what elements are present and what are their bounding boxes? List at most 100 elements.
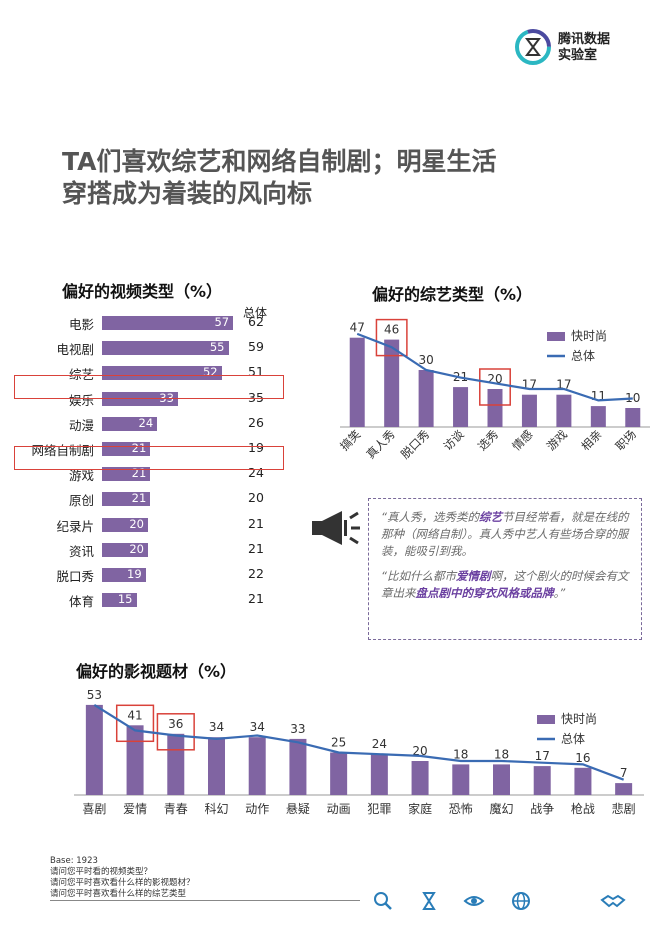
- category-tick-label: 悲剧: [612, 801, 636, 816]
- bar: [167, 733, 185, 795]
- variety-type-chart: 47搞笑46真人秀30脱口秀21访谈20选秀17情感17游戏11相亲10职场快时…: [337, 318, 650, 462]
- category-tick-label: 犯罪: [367, 802, 391, 816]
- category-tick-label: 恐怖: [449, 801, 473, 816]
- category-tick-label: 情感: [509, 427, 535, 453]
- page-title: TA们喜欢综艺和网络自制剧；明星生活 穿搭成为着装的风向标: [62, 146, 622, 210]
- bar: [574, 767, 592, 795]
- chart1-bar: [102, 593, 137, 608]
- bar: [493, 764, 510, 795]
- bar-value-label: 34: [209, 720, 224, 734]
- chart1-total-value: 22: [248, 566, 264, 581]
- chart1-total-value: 21: [248, 540, 264, 556]
- chart1-bar: [102, 341, 229, 356]
- quote-1-text-a: “真人秀，选秀类的: [381, 510, 479, 524]
- chart1-total-value: 24: [248, 465, 264, 481]
- category-tick-label: 喜剧: [82, 802, 106, 816]
- category-tick-label: 家庭: [408, 801, 432, 816]
- quote-2-highlight-2: 盘点剧中的穿衣风格或品牌: [415, 586, 554, 600]
- quote-2-text-b: 啊，这个剧火的时候会有文章出来: [381, 569, 629, 600]
- chart1-bar: [102, 492, 151, 507]
- bar-value-label: 33: [290, 722, 305, 736]
- footer-divider: [50, 900, 360, 901]
- quote-1-text-b: 节目经常看，就是在线的那种（网络自制）。真人秀中艺人有些场合穿的服装，能吸引到我…: [381, 510, 629, 558]
- chart1-bar-value: 20: [129, 541, 144, 556]
- chart1-category-label: 纪录片: [56, 518, 94, 534]
- chart1-title: 偏好的视频类型（%）: [62, 282, 223, 301]
- legend-swatch-bar: [537, 715, 555, 724]
- bar: [85, 704, 103, 795]
- highlight-box: [479, 368, 511, 406]
- eye-icon: [463, 896, 485, 906]
- video-type-chart: 电影 57 62 电视剧 55 59 综艺 52 51 娱乐 33 35 动漫 24 26 网络自制剧 21 19…: [0, 0, 300, 640]
- bar-value-label: 17: [535, 749, 550, 763]
- quote-1: “真人秀，选秀类的综艺节目经常看，就是在线的那种（网络自制）。真人秀中艺人有些场…: [381, 509, 629, 560]
- category-tick-label: 战争: [530, 802, 554, 816]
- highlight-box: [375, 318, 408, 357]
- chart1-category-label: 综艺: [68, 367, 94, 383]
- hourglass-icon: [422, 892, 436, 910]
- chart1-bar-value: 19: [127, 567, 142, 581]
- bar: [418, 370, 434, 427]
- chart2-title: 偏好的综艺类型（%）: [372, 285, 533, 304]
- category-tick-label: 职场: [613, 427, 639, 453]
- category-tick-label: 游戏: [544, 427, 571, 454]
- logo: 腾讯数据 实验室: [514, 26, 634, 70]
- chart1-bar-value: 15: [117, 592, 133, 607]
- handshake-icon: [600, 894, 626, 908]
- legend-swatch-bar: [547, 332, 565, 341]
- chart1-total-value: 21: [248, 591, 264, 607]
- globe-icon: [512, 892, 530, 910]
- legend-label-line: 总体: [561, 732, 585, 746]
- bar: [590, 406, 606, 427]
- chart1-total-label: 总体: [243, 306, 268, 320]
- bar: [487, 389, 503, 427]
- bar: [330, 752, 348, 795]
- bar-value-label: 36: [168, 717, 183, 731]
- chart1-category-label: 游戏: [68, 468, 94, 484]
- bar: [384, 339, 400, 427]
- legend-label-bar: 快时尚: [561, 712, 597, 726]
- category-tick-label: 悬疑: [286, 801, 310, 816]
- category-tick-label: 脱口秀: [398, 427, 433, 462]
- bar-value-label: 34: [250, 720, 265, 734]
- chart1-category-label: 资讯: [68, 543, 94, 559]
- bar-value-label: 53: [87, 690, 102, 702]
- footnote: Base: 1923 请问您平时看的视频类型？ 请问您平时喜欢看什么样的影视题材…: [50, 856, 195, 900]
- bar-value-label: 7: [620, 766, 628, 780]
- bar: [533, 766, 551, 795]
- quote-2: “比如什么都市爱情剧啊，这个剧火的时候会有文章出来盘点剧中的穿衣风格或品牌。”: [381, 568, 629, 602]
- footnote-q3: 请问您平时喜欢看什么样的综艺类型: [50, 889, 187, 899]
- legend-label-bar: 快时尚: [571, 329, 607, 343]
- chart1-bar: [102, 442, 151, 456]
- chart1-total-value: 26: [248, 414, 264, 430]
- bar: [208, 737, 225, 795]
- bar: [556, 394, 572, 427]
- chart1-bar-value: 57: [214, 315, 230, 329]
- legend-label-line: 总体: [571, 349, 595, 363]
- category-tick-label: 真人秀: [363, 427, 398, 462]
- bar-value-label: 30: [418, 353, 433, 367]
- footnote-base: Base: 1923: [50, 856, 98, 866]
- chart1-bar-value: 55: [209, 340, 225, 355]
- chart1-bar-value: 21: [131, 491, 147, 506]
- category-tick-label: 科幻: [204, 802, 228, 816]
- quote-2-text-a: “比如什么都市: [381, 569, 456, 583]
- highlight-box-web-drama: [14, 446, 284, 470]
- chart1-category-label: 脱口秀: [56, 569, 94, 584]
- bar-value-label: 47: [350, 321, 365, 335]
- chart1-bar: [102, 542, 148, 557]
- chart1-category-label: 电影: [68, 317, 94, 332]
- chart1-category-label: 体育: [68, 594, 94, 610]
- chart3-title: 偏好的影视题材（%）: [76, 662, 237, 681]
- film-genre-chart: 53 喜剧 41 爱情 36 青春 34 科幻 34 动作 33 悬疑 25 动画 24 犯罪 20 家庭 18 恐怖…: [74, 690, 644, 816]
- bar-value-label: 20: [412, 744, 427, 758]
- category-tick-label: 选秀: [475, 427, 502, 454]
- chart1-total-value: 35: [248, 389, 264, 405]
- chart1-total-value: 19: [248, 440, 264, 455]
- bar: [615, 783, 633, 795]
- chart1-bar: [102, 467, 151, 482]
- bar: [453, 387, 469, 427]
- chart1-total-value: 20: [248, 490, 264, 506]
- chart1-bar-value: 24: [138, 415, 154, 430]
- chart1-bar: [102, 517, 148, 532]
